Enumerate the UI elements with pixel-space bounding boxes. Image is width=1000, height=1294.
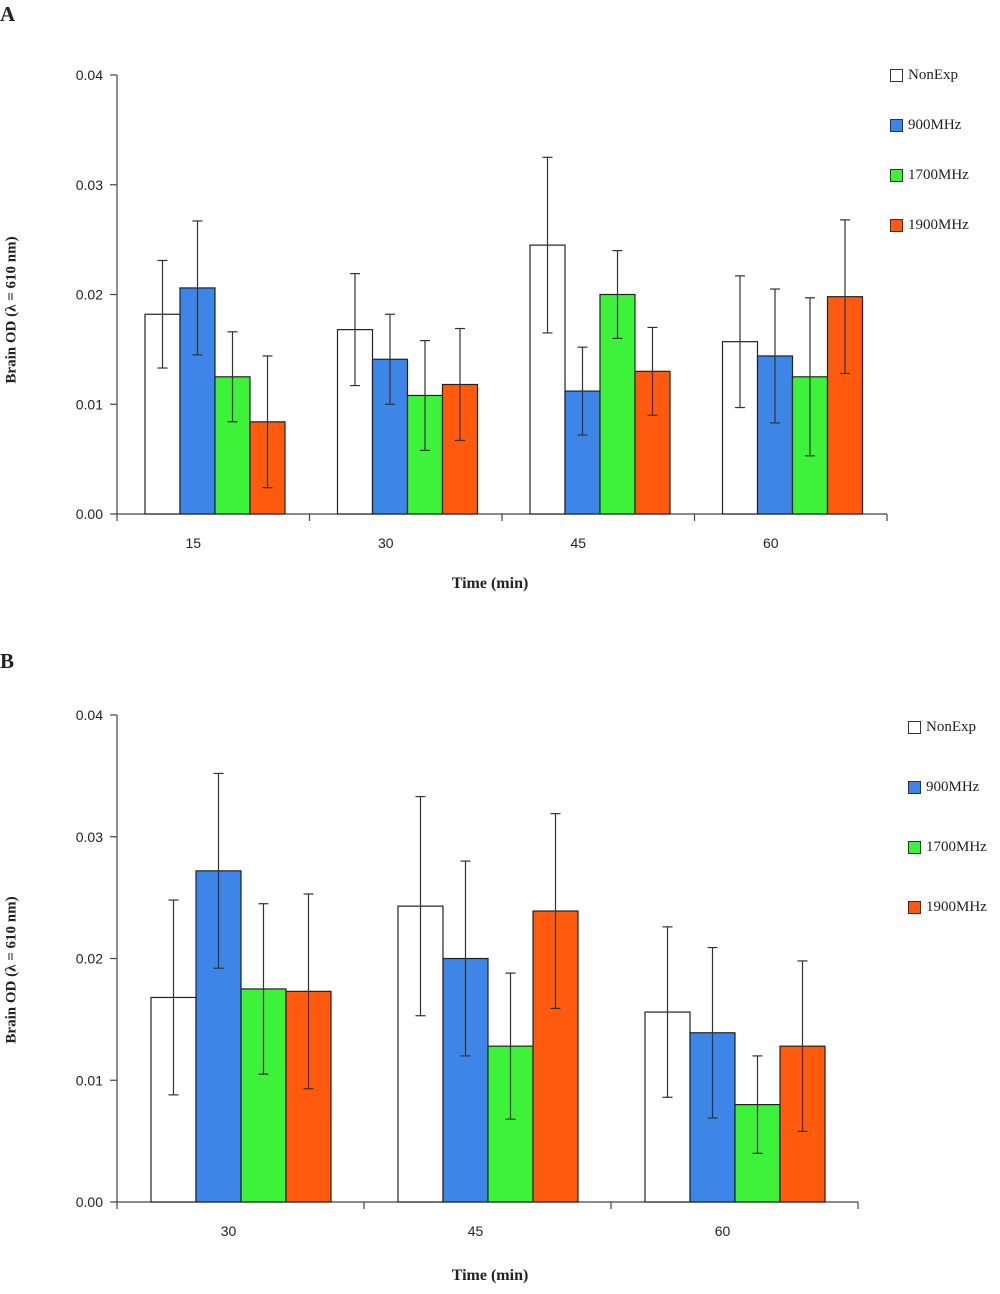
x-tick-label: 15 [185,535,201,551]
y-tick-label: 0.00 [76,1194,103,1210]
legend-item: 1700MHz [890,150,969,200]
legend-swatch [890,218,903,232]
y-tick-label: 0.03 [76,177,103,193]
legend-swatch [890,68,903,82]
y-tick-label: 0.01 [76,396,103,412]
y-tick-label: 0.03 [76,829,103,845]
legend-swatch [908,720,921,734]
legend-swatch [908,780,921,794]
legend-label: 1900MHz [926,898,987,915]
legend-swatch [908,840,921,854]
panel-b: B Brain OD (λ = 610 nm) 0.00 0.01 0.02 0.03… [0,647,1000,1294]
x-tick-label: 60 [763,535,779,551]
legend-label: NonExp [908,66,958,83]
panel-label: B [0,649,15,673]
legend: NonExp 900MHz 1700MHz 1900MHz [890,50,969,250]
legend-item: 1900MHz [890,200,969,250]
legend-item: 900MHz [890,100,969,150]
x-tick-label: 30 [221,1223,237,1239]
x-tick-label: 60 [715,1223,731,1239]
x-axis-title: Time (min) [451,575,529,592]
legend-label: 1700MHz [908,166,969,183]
y-tick-label: 0.01 [76,1072,103,1088]
x-tick-label: 45 [570,535,586,551]
legend-item: 1700MHz [908,817,987,877]
legend-item: 1900MHz [908,877,987,937]
legend-item: NonExp [890,50,969,100]
panel-a: A Brain OD (λ = 610 nm) 0.00 0.01 0.02 0.03… [0,0,1000,640]
legend-label: 900MHz [908,116,962,133]
panel-label: A [0,2,16,26]
legend: NonExp 900MHz 1700MHz 1900MHz [908,697,987,937]
bar [487,1045,534,1203]
legend-swatch [908,900,921,914]
x-tick-label: 45 [468,1223,484,1239]
y-tick-label: 0.00 [76,506,103,522]
legend-label: 900MHz [926,778,980,795]
legend-swatch [890,168,903,182]
legend-item: 900MHz [908,757,987,817]
legend-swatch [890,118,903,132]
legend-label: 1900MHz [908,216,969,233]
y-tick-label: 0.04 [76,67,103,83]
bar-chart-a: 0.00 0.01 0.02 0.03 0.04 15 30 45 60 [76,67,888,551]
x-tick-label: 30 [378,535,394,551]
legend-label: 1700MHz [926,838,987,855]
y-tick-label: 0.02 [76,287,103,303]
bar-chart-b: 0.00 0.01 0.02 0.03 0.04 30 45 60 [76,707,859,1239]
x-axis-title: Time (min) [451,1267,529,1284]
legend-item: NonExp [908,697,987,757]
y-tick-label: 0.02 [76,951,103,967]
y-tick-label: 0.04 [76,707,103,723]
legend-label: NonExp [926,718,976,735]
